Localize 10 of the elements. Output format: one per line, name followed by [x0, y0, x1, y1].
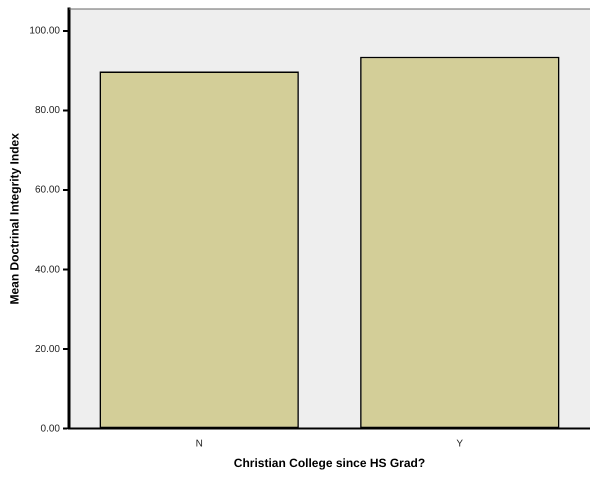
- y-tick-label: 40.00: [34, 264, 60, 276]
- y-tick-label: 20.00: [34, 344, 60, 355]
- y-tick-label: 0.00: [40, 423, 60, 434]
- x-axis-title: Christian College since HS Grad?: [234, 456, 426, 470]
- y-axis-title: Mean Doctrinal Integrity Index: [8, 132, 22, 304]
- y-tick-label: 80.00: [34, 105, 60, 116]
- y-tick-label: 100.00: [29, 26, 60, 37]
- x-tick-label: N: [196, 438, 203, 450]
- y-tick-label: 60.00: [34, 184, 60, 196]
- x-tick-label: Y: [456, 438, 464, 450]
